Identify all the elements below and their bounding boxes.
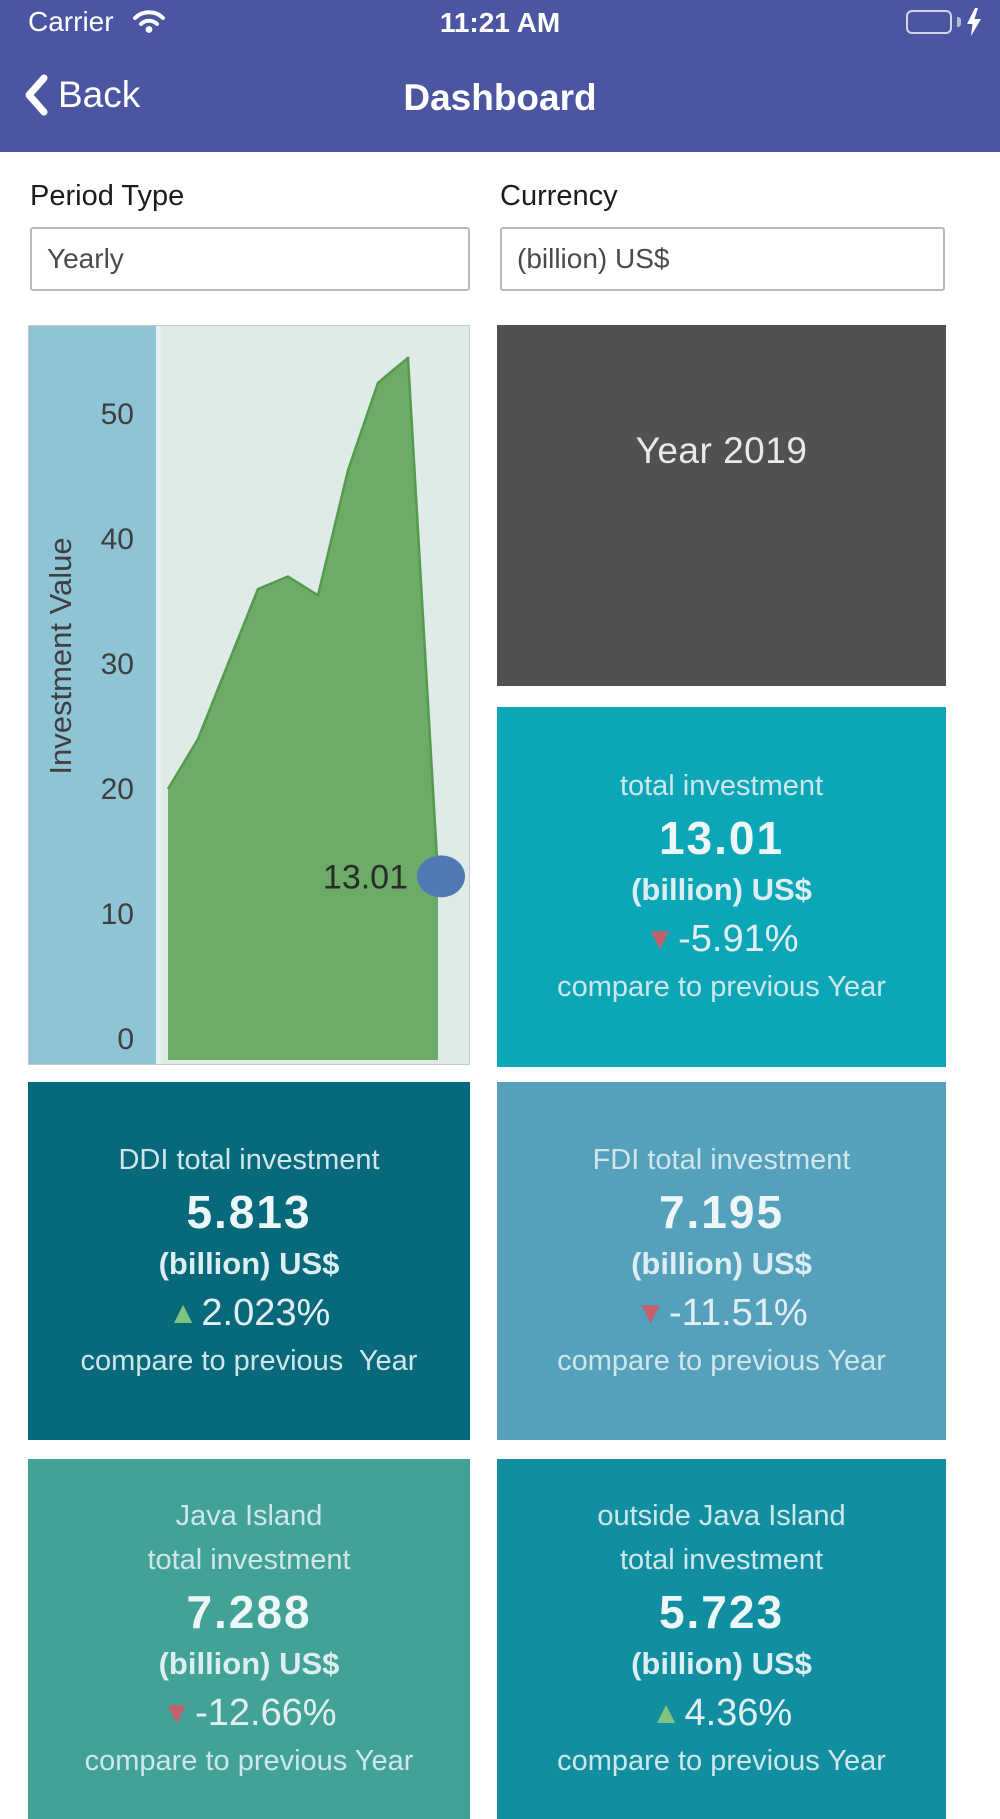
change-value: -11.51%	[668, 1292, 808, 1334]
back-button[interactable]: Back	[24, 73, 140, 117]
card-value: 5.813	[186, 1186, 312, 1238]
ddi-total-investment-card: DDI total investment 5.813 (billion) US$…	[28, 1082, 470, 1440]
card-value: 7.288	[186, 1586, 312, 1638]
status-time: 11:21 AM	[439, 7, 561, 38]
svg-text:30: 30	[101, 648, 134, 681]
card-compare: compare to previous Year	[557, 971, 886, 1003]
card-compare: compare to previous Year	[84, 1745, 414, 1777]
period-type-label: Period Type	[30, 180, 185, 212]
card-value: 5.723	[658, 1586, 785, 1638]
trend-up-icon: ▲	[167, 1295, 199, 1330]
trend-down-icon: ▼	[161, 1695, 193, 1730]
card-title-line2: total investment	[619, 1544, 824, 1576]
page-title: Dashboard	[403, 77, 597, 118]
svg-text:40: 40	[101, 523, 134, 556]
lightning-bolt-icon	[967, 8, 981, 36]
java-island-total-investment-card: Java Island total investment 7.288 (bill…	[28, 1459, 470, 1819]
svg-text:13.01: 13.01	[323, 858, 408, 896]
battery-cap	[957, 17, 961, 27]
year-label: Year 2019	[635, 430, 808, 471]
card-compare: compare to previous Year	[80, 1345, 418, 1377]
year-card: Year 2019	[497, 325, 946, 686]
card-title: total investment	[619, 770, 824, 802]
wifi-icon	[132, 8, 166, 39]
investment-chart-svg: 0 10 20 30 40 50 Investment Value 13.01	[29, 326, 469, 1064]
battery-icon	[906, 8, 982, 36]
card-change: ▼ -11.51%	[635, 1292, 807, 1334]
card-unit: (billion) US$	[631, 1646, 812, 1681]
card-change: ▲ 2.023%	[168, 1292, 331, 1334]
svg-text:50: 50	[101, 398, 134, 431]
svg-text:0: 0	[117, 1023, 134, 1056]
status-bar: Carrier 11:21 AM	[0, 0, 1000, 45]
card-change: ▼ -5.91%	[644, 918, 798, 960]
card-title: outside Java Island	[597, 1500, 846, 1532]
nav-bar: Back Dashboard	[0, 45, 1000, 152]
card-title-line2: total investment	[147, 1544, 351, 1576]
change-value: 2.023%	[201, 1292, 331, 1334]
period-type-select[interactable]: Yearly	[30, 227, 470, 291]
change-value: 4.36%	[684, 1692, 793, 1734]
currency-select[interactable]: (billion) US$	[500, 227, 945, 291]
outside-java-total-investment-card: outside Java Island total investment 5.7…	[497, 1459, 946, 1819]
card-title: DDI total investment	[118, 1144, 380, 1176]
svg-text:10: 10	[101, 898, 134, 931]
card-value: 13.01	[658, 812, 785, 864]
change-value: -5.91%	[678, 918, 799, 960]
change-value: -12.66%	[195, 1692, 337, 1734]
carrier-label: Carrier	[28, 6, 114, 37]
period-type-value: Yearly	[47, 243, 124, 274]
chevron-left-icon	[25, 74, 48, 116]
currency-value: (billion) US$	[517, 243, 670, 274]
total-investment-card: total investment 13.01 (billion) US$ ▼ -…	[497, 707, 946, 1067]
card-value: 7.195	[658, 1186, 785, 1238]
card-unit: (billion) US$	[158, 1246, 340, 1281]
trend-down-icon: ▼	[635, 1295, 666, 1330]
trend-down-icon: ▼	[644, 921, 676, 956]
card-compare: compare to previous Year	[557, 1745, 886, 1777]
card-compare: compare to previous Year	[557, 1345, 886, 1377]
svg-text:Investment Value: Investment Value	[43, 537, 78, 774]
card-title: Java Island	[175, 1500, 323, 1532]
back-label: Back	[58, 74, 141, 115]
card-unit: (billion) US$	[158, 1646, 340, 1681]
trend-up-icon: ▲	[650, 1695, 682, 1730]
currency-label: Currency	[500, 180, 618, 212]
card-unit: (billion) US$	[631, 872, 812, 907]
card-title: FDI total investment	[592, 1144, 851, 1176]
card-change: ▲ 4.36%	[651, 1692, 792, 1734]
fdi-total-investment-card: FDI total investment 7.195 (billion) US$…	[497, 1082, 946, 1440]
svg-text:20: 20	[101, 773, 134, 806]
card-change: ▼ -12.66%	[161, 1692, 336, 1734]
investment-area-chart[interactable]: 0 10 20 30 40 50 Investment Value 13.01	[28, 325, 470, 1065]
card-unit: (billion) US$	[631, 1246, 812, 1281]
